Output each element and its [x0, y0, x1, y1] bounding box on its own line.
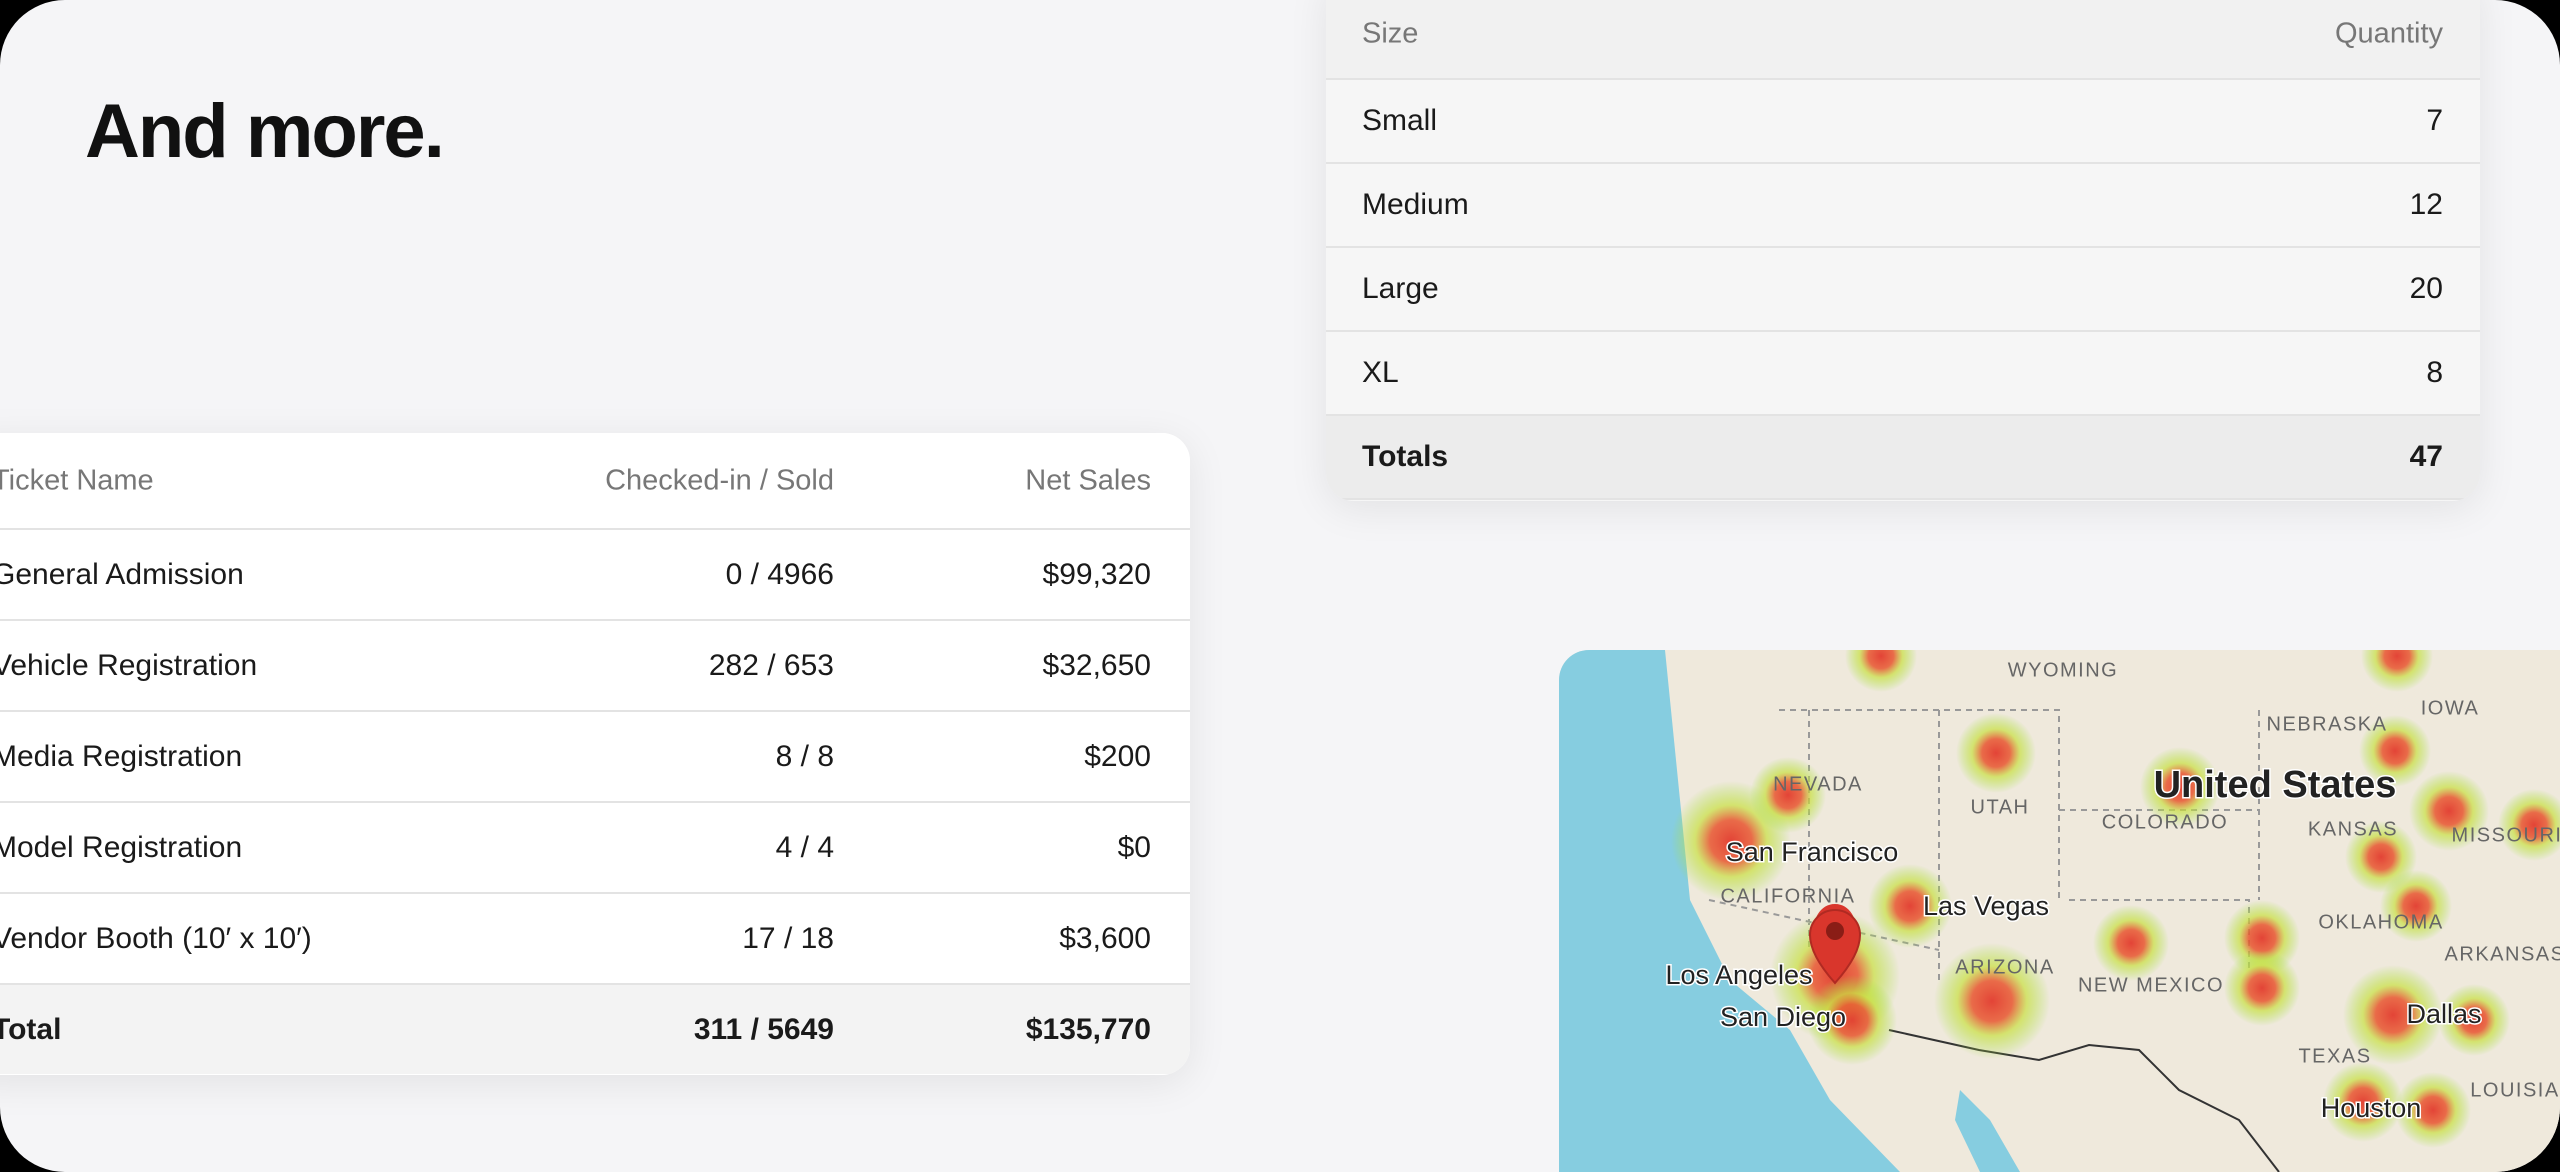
heat-spot — [1868, 864, 1952, 948]
pin — [1808, 904, 1862, 985]
map-label: TEXAS — [2298, 1045, 2371, 1067]
cell: 17 / 18 — [742, 921, 834, 955]
map-label: COLORADO — [2102, 811, 2228, 833]
heat-spot — [1956, 713, 2036, 793]
table-row: Total 311 / 5649 $135,770 — [0, 985, 1190, 1074]
cell: Ticket Name — [0, 464, 154, 496]
map-label: ARKANSAS — [2445, 943, 2560, 965]
cell: General Admission — [0, 557, 244, 591]
cell: Checked-in / Sold — [605, 464, 834, 496]
heat-spot — [2361, 650, 2433, 692]
map-label: WYOMING — [2008, 659, 2119, 681]
table-row: General Admission 0 / 4966 $99,320 — [0, 530, 1190, 621]
map-label: Dallas — [2406, 999, 2481, 1029]
table-row: Medium 12 — [1326, 164, 2480, 248]
heat-spot — [2498, 789, 2560, 861]
cell: $200 — [1084, 739, 1151, 773]
table-row: XL 8 — [1326, 332, 2480, 416]
heat-spot — [2380, 870, 2452, 942]
cell: Total — [0, 1012, 62, 1046]
heatmap — [1671, 650, 2560, 1148]
heat-spot — [2343, 965, 2443, 1065]
heat-spot — [2438, 984, 2510, 1056]
cell: $3,600 — [1059, 921, 1151, 955]
cell: 7 — [2426, 104, 2443, 137]
map-label: OKLAHOMA — [2318, 911, 2443, 933]
heat-spot — [2093, 905, 2169, 981]
heat-spot — [2224, 950, 2300, 1026]
gulf — [1955, 1090, 2020, 1172]
map-label: UTAH — [1971, 796, 2030, 818]
heat-spot — [1750, 757, 1826, 833]
table-row: Vehicle Registration 282 / 653 $32,650 — [0, 621, 1190, 712]
map-label: MISSOURI — [2452, 824, 2560, 846]
heat-spot — [1934, 943, 2050, 1059]
map-label: IOWA — [2421, 697, 2480, 719]
cell: 8 — [2426, 356, 2443, 389]
map-label: NEBRASKA — [2267, 713, 2388, 735]
cell: Model Registration — [0, 830, 243, 864]
map-label: ARIZONA — [1955, 956, 2054, 978]
cell: $99,320 — [1042, 557, 1151, 591]
cell: XL — [1362, 356, 1399, 389]
map-label: San Francisco — [1726, 837, 1899, 867]
map-label: Houston — [2321, 1093, 2422, 1123]
heat-spot — [2140, 747, 2220, 827]
table-row: Size Quantity — [1326, 0, 2480, 80]
table-row: Totals 47 — [1326, 416, 2480, 500]
cell: 8 / 8 — [775, 739, 834, 773]
map-label: NEVADA — [1773, 773, 1863, 795]
map-label: LOUISIA — [2470, 1079, 2559, 1101]
map-label: United States — [2154, 764, 2397, 806]
cell: 20 — [2409, 272, 2443, 305]
table-row: Model Registration 4 / 4 $0 — [0, 803, 1190, 894]
cell: $32,650 — [1042, 648, 1151, 682]
cell: $0 — [1117, 830, 1151, 864]
cell: 4 / 4 — [775, 830, 834, 864]
cell: 311 / 5649 — [693, 1012, 834, 1046]
map-label: San Diego — [1720, 1002, 1846, 1032]
heading: And more. — [85, 89, 445, 174]
cell: Vendor Booth (10′ x 10′) — [0, 921, 312, 955]
table-row: Media Registration 8 / 8 $200 — [0, 712, 1190, 803]
map-label: Las Vegas — [1923, 891, 2049, 921]
heat-spot — [1807, 975, 1897, 1065]
cell: 47 — [2409, 440, 2443, 473]
table-row: Vendor Booth (10′ x 10′) 17 / 18 $3,600 — [0, 894, 1190, 985]
cell: 12 — [2409, 188, 2443, 221]
cell: Totals — [1362, 440, 1449, 473]
cell: Large — [1362, 272, 1439, 305]
cell: Small — [1362, 104, 1438, 137]
ticket-table: Ticket Name Checked-in / Sold Net Sales Gen… — [0, 433, 1190, 1075]
size-table: Size Quantity Small 7 Medium 12 Large 20 XL 8 Tota… — [1326, 0, 2480, 501]
table-row: Large 20 — [1326, 248, 2480, 332]
cell: Quantity — [2335, 17, 2443, 50]
heat-spot — [2395, 1072, 2471, 1148]
map-label: Los Angeles — [1665, 960, 1812, 990]
cell: Vehicle Registration — [0, 648, 258, 682]
heat-spot — [1845, 650, 1917, 692]
ocean — [1559, 650, 1900, 1172]
map-label: KANSAS — [2308, 818, 2398, 840]
cell: 0 / 4966 — [725, 557, 834, 591]
map-label: CALIFORNIA — [1720, 885, 1855, 907]
cell: Medium — [1362, 188, 1469, 221]
heat-spot — [2359, 715, 2431, 787]
table-row: Ticket Name Checked-in / Sold Net Sales — [0, 433, 1190, 530]
map-label: NEW MEXICO — [2078, 974, 2224, 996]
cell: Size — [1362, 17, 1419, 50]
cell: 282 / 653 — [708, 648, 834, 682]
table-row: Small 7 — [1326, 80, 2480, 164]
map: WYOMING NEBRASKA IOWA NEVADA UTAH United Stat… — [1559, 650, 2560, 1172]
cell: $135,770 — [1025, 1012, 1151, 1046]
heat-spot — [2409, 771, 2489, 851]
heat-spot — [2323, 1062, 2403, 1142]
cell: Media Registration — [0, 739, 243, 773]
cell: Net Sales — [1025, 464, 1151, 496]
